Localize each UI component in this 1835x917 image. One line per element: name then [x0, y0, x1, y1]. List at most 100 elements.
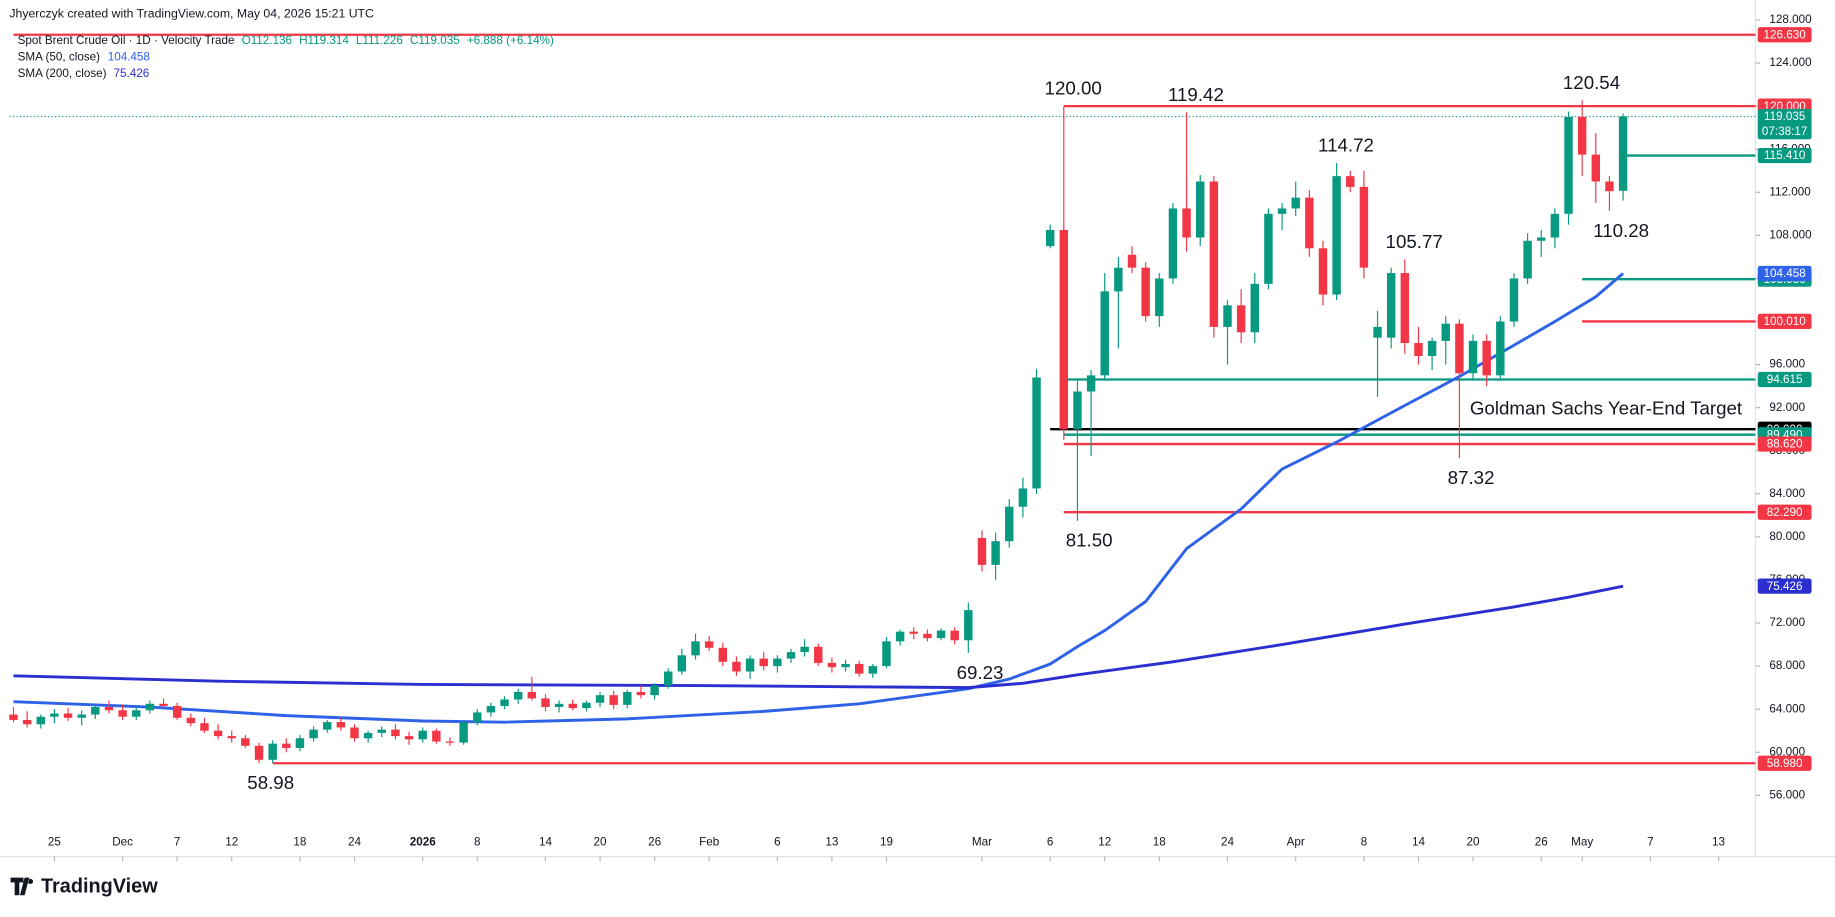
- level-tag: 88.620: [1767, 438, 1803, 451]
- candle-body: [445, 741, 455, 743]
- candle-body: [213, 730, 223, 737]
- level-tag-box: [1757, 371, 1812, 388]
- sma-line: [13, 584, 1624, 690]
- candle-body: [63, 713, 73, 718]
- y-tick-label: 72.000: [1769, 616, 1805, 629]
- level-tag: 100.010: [1764, 315, 1807, 328]
- sma200-legend-value: 75.426: [114, 67, 150, 80]
- candle-body: [1305, 197, 1314, 249]
- candle-body: [936, 630, 946, 639]
- x-tick-label: 18: [293, 836, 306, 849]
- candle-body: [459, 722, 468, 743]
- level-tag: 126.630: [1764, 28, 1807, 41]
- candle-body: [241, 738, 250, 746]
- candle-body: [623, 691, 632, 705]
- candle-body: [1005, 506, 1014, 542]
- candle-body: [500, 699, 509, 706]
- candle-body: [200, 723, 209, 731]
- x-tick-label: 26: [648, 836, 661, 849]
- candle-body: [227, 736, 236, 739]
- candle-body: [773, 658, 782, 667]
- y-tick-label: 56.000: [1769, 788, 1805, 801]
- candle-body: [336, 722, 346, 728]
- annotation: 120.54: [1563, 72, 1620, 93]
- x-tick-label: 7: [1647, 836, 1654, 849]
- candle-body: [895, 631, 905, 642]
- candle-body: [1032, 377, 1041, 489]
- candle-body: [1564, 116, 1573, 214]
- candle-body: [1346, 176, 1355, 187]
- x-tick-label: 13: [825, 836, 838, 849]
- candle-body: [1550, 213, 1560, 238]
- candle-body: [677, 655, 687, 672]
- annotation: 110.28: [1593, 220, 1649, 241]
- x-tick-label: 13: [1712, 836, 1725, 849]
- level-tag: 58.980: [1767, 757, 1803, 770]
- x-tick-label: 20: [1467, 836, 1481, 849]
- candle-body: [732, 661, 741, 672]
- level-tag: 115.410: [1764, 149, 1806, 162]
- x-tick-label: 19: [880, 836, 893, 849]
- x-tick-label: May: [1571, 836, 1593, 849]
- x-tick-label: Feb: [699, 836, 720, 849]
- y-tick-label: 124.000: [1769, 56, 1812, 69]
- candle-body: [1141, 267, 1150, 317]
- annotation: 114.72: [1318, 135, 1374, 156]
- x-tick-label: 2026: [410, 836, 437, 849]
- candle-body: [1441, 323, 1450, 341]
- x-tick-label: 14: [539, 836, 553, 849]
- candle-body: [323, 722, 332, 730]
- x-tick-label: 7: [174, 836, 181, 849]
- x-tick-label: 24: [348, 836, 362, 849]
- candle-body: [1496, 321, 1505, 376]
- candle-body: [718, 647, 728, 662]
- x-tick-label: Apr: [1287, 836, 1305, 849]
- logo: TradingView: [10, 875, 158, 897]
- candle-body: [268, 743, 277, 760]
- symbol: Spot Brent Crude Oil · 1D · Velocity Tra…: [18, 34, 235, 47]
- data-layer: 56.00060.00064.00068.00072.00076.00080.0…: [9, 13, 1812, 862]
- candle-body: [145, 703, 155, 711]
- x-tick-label: Mar: [972, 836, 992, 849]
- candle-body: [1155, 278, 1164, 317]
- y-tick-label: 68.000: [1769, 659, 1805, 672]
- candle-body: [1086, 375, 1096, 392]
- ohlc-label: +6.888 (+6.14%): [467, 34, 554, 47]
- y-tick-label: 96.000: [1769, 358, 1805, 371]
- candle-body: [1482, 340, 1491, 376]
- candle-body: [1414, 343, 1423, 356]
- sma-tag: 104.458: [1764, 267, 1806, 280]
- candle-body: [1427, 340, 1437, 356]
- candle-body: [977, 537, 987, 565]
- ohlc-label: L111.226: [356, 34, 403, 47]
- level-tag: 94.615: [1767, 373, 1803, 386]
- candle-body: [77, 714, 86, 718]
- candle-body: [950, 630, 959, 641]
- candle-body: [1373, 326, 1382, 338]
- candle-body: [554, 703, 564, 708]
- x-tick-label: 24: [1221, 836, 1235, 849]
- candle-body: [254, 745, 264, 760]
- candle-body: [568, 703, 577, 709]
- candle-body: [1591, 154, 1601, 182]
- candle-body: [132, 710, 141, 717]
- candle-body: [759, 658, 768, 667]
- candle-body: [1045, 229, 1055, 247]
- candle-body: [9, 714, 18, 720]
- annotation: 105.77: [1386, 231, 1443, 252]
- candle-body: [91, 707, 100, 715]
- candle-body: [1455, 323, 1464, 374]
- x-tick-label: Dec: [112, 836, 133, 849]
- note: Goldman Sachs Year-End Target: [1470, 398, 1743, 419]
- candle-body: [1509, 278, 1519, 322]
- x-tick-label: 6: [1047, 836, 1054, 849]
- candle-body: [1264, 213, 1273, 284]
- candle-body: [664, 671, 673, 686]
- candle-body: [1605, 181, 1614, 192]
- level-tag-box: [1757, 436, 1812, 452]
- candle-body: [1359, 186, 1369, 268]
- author-line: Jhyerczyk created with TradingView.com, …: [9, 6, 374, 20]
- candle-body: [991, 541, 1000, 565]
- level-tag-box: [1757, 27, 1812, 43]
